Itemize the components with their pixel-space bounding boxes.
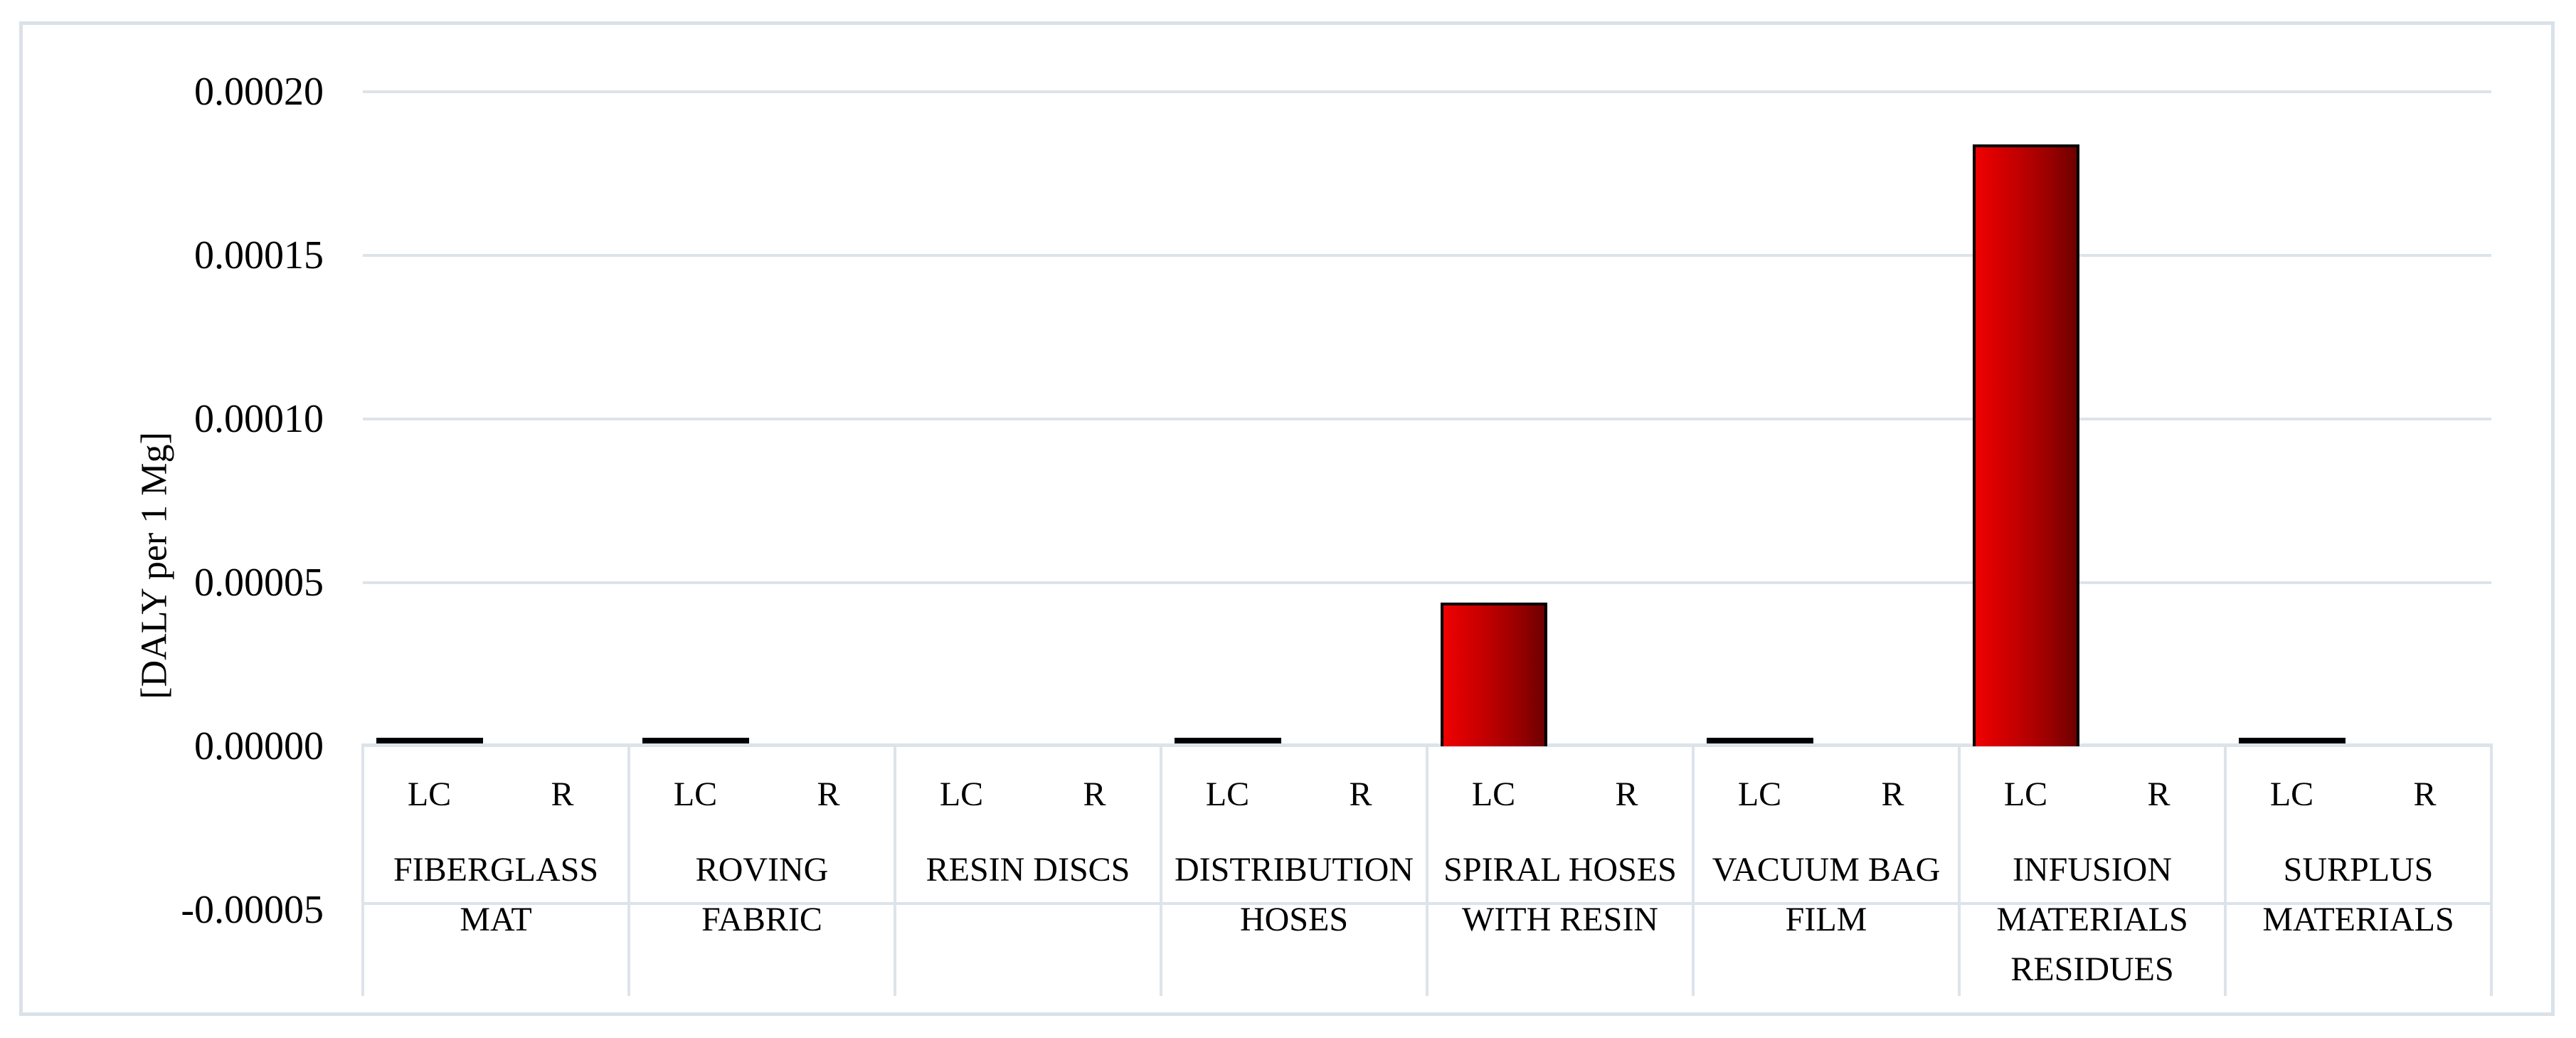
sub-category-label-lc: LC: [2269, 775, 2314, 813]
sub-category-label-r: R: [551, 775, 574, 813]
category-separator: [1160, 743, 1162, 996]
category-label: RESIN DISCS: [874, 845, 1182, 895]
y-tick-label: 0.00015: [194, 233, 324, 277]
sub-category-label-r: R: [1083, 775, 1106, 813]
sub-category-label-r: R: [1615, 775, 1638, 813]
sub-category-label-r: R: [1349, 775, 1372, 813]
bar-near-zero: [1706, 738, 1813, 743]
category-separator: [2490, 743, 2493, 996]
category-label: SPIRAL HOSES WITH RESIN: [1406, 845, 1714, 945]
category-label: SURPLUS MATERIALS: [2204, 845, 2513, 945]
sub-category-label-r: R: [1881, 775, 1904, 813]
category-separator: [627, 743, 630, 996]
category-label-line: VACUUM BAG: [1712, 851, 1941, 889]
category-separator: [1692, 743, 1695, 996]
category-label-line: SPIRAL HOSES: [1443, 851, 1677, 889]
category-label: FIBERGLASS MAT: [341, 845, 650, 945]
sub-category-label-lc: LC: [1737, 775, 1782, 813]
bar: [1972, 144, 2079, 746]
category-separator: [361, 743, 364, 996]
category-separator: [1426, 743, 1429, 996]
category-separator: [894, 743, 896, 996]
y-tick-label: 0.00020: [194, 70, 324, 114]
category-label-line: MATERIALS: [1996, 901, 2188, 938]
y-tick-label: 0.00010: [194, 397, 324, 441]
sub-category-label-lc: LC: [1205, 775, 1250, 813]
category-label: INFUSION MATERIALS RESIDUES: [1938, 845, 2247, 995]
y-tick-label: -0.00005: [181, 888, 324, 932]
sub-category-label-lc: LC: [673, 775, 718, 813]
category-label: DISTRIBUTION HOSES: [1140, 845, 1448, 945]
bar-near-zero: [642, 738, 749, 743]
category-label-line: DISTRIBUTION: [1175, 851, 1414, 889]
category-label: VACUUM BAG FILM: [1672, 845, 1981, 945]
category-label-line: WITH RESIN: [1462, 901, 1658, 938]
y-gridline: [363, 418, 2491, 420]
sub-category-label-lc: LC: [939, 775, 984, 813]
category-separator: [1958, 743, 1961, 996]
category-label-line: RESIN DISCS: [926, 851, 1130, 889]
chart-frame: [DALY per 1 Mg] 0.00020 0.00015 0.00010 0.0…: [19, 21, 2555, 1016]
bar-near-zero: [376, 738, 483, 743]
category-label-line: MATERIALS: [2262, 901, 2454, 938]
category-separator: [2224, 743, 2227, 996]
category-label-line: FIBERGLASS: [393, 851, 599, 889]
category-label-line: ROVING: [695, 851, 829, 889]
category-label-line: INFUSION: [2012, 851, 2172, 889]
bar-near-zero: [2238, 738, 2346, 743]
sub-category-label-r: R: [817, 775, 840, 813]
category-label-line: SURPLUS: [2283, 851, 2434, 889]
category-label-line: FABRIC: [701, 901, 822, 938]
category-label-line: FILM: [1785, 901, 1867, 938]
sub-category-label-lc: LC: [1471, 775, 1516, 813]
y-gridline: [363, 581, 2491, 584]
bar-near-zero: [1174, 738, 1281, 743]
sub-category-label-r: R: [2147, 775, 2170, 813]
y-gridline: [363, 254, 2491, 257]
y-gridline: [363, 90, 2491, 93]
category-label: ROVING FABRIC: [608, 845, 916, 945]
category-label-line: MAT: [460, 901, 532, 938]
y-tick-label: 0.00000: [194, 724, 324, 768]
category-label-line: RESIDUES: [2010, 950, 2174, 988]
sub-category-label-lc: LC: [2003, 775, 2048, 813]
sub-category-label-lc: LC: [407, 775, 452, 813]
y-tick-label: 0.00005: [194, 561, 324, 605]
sub-category-label-r: R: [2413, 775, 2437, 813]
category-label-line: HOSES: [1239, 901, 1349, 938]
bar: [1440, 602, 1547, 746]
